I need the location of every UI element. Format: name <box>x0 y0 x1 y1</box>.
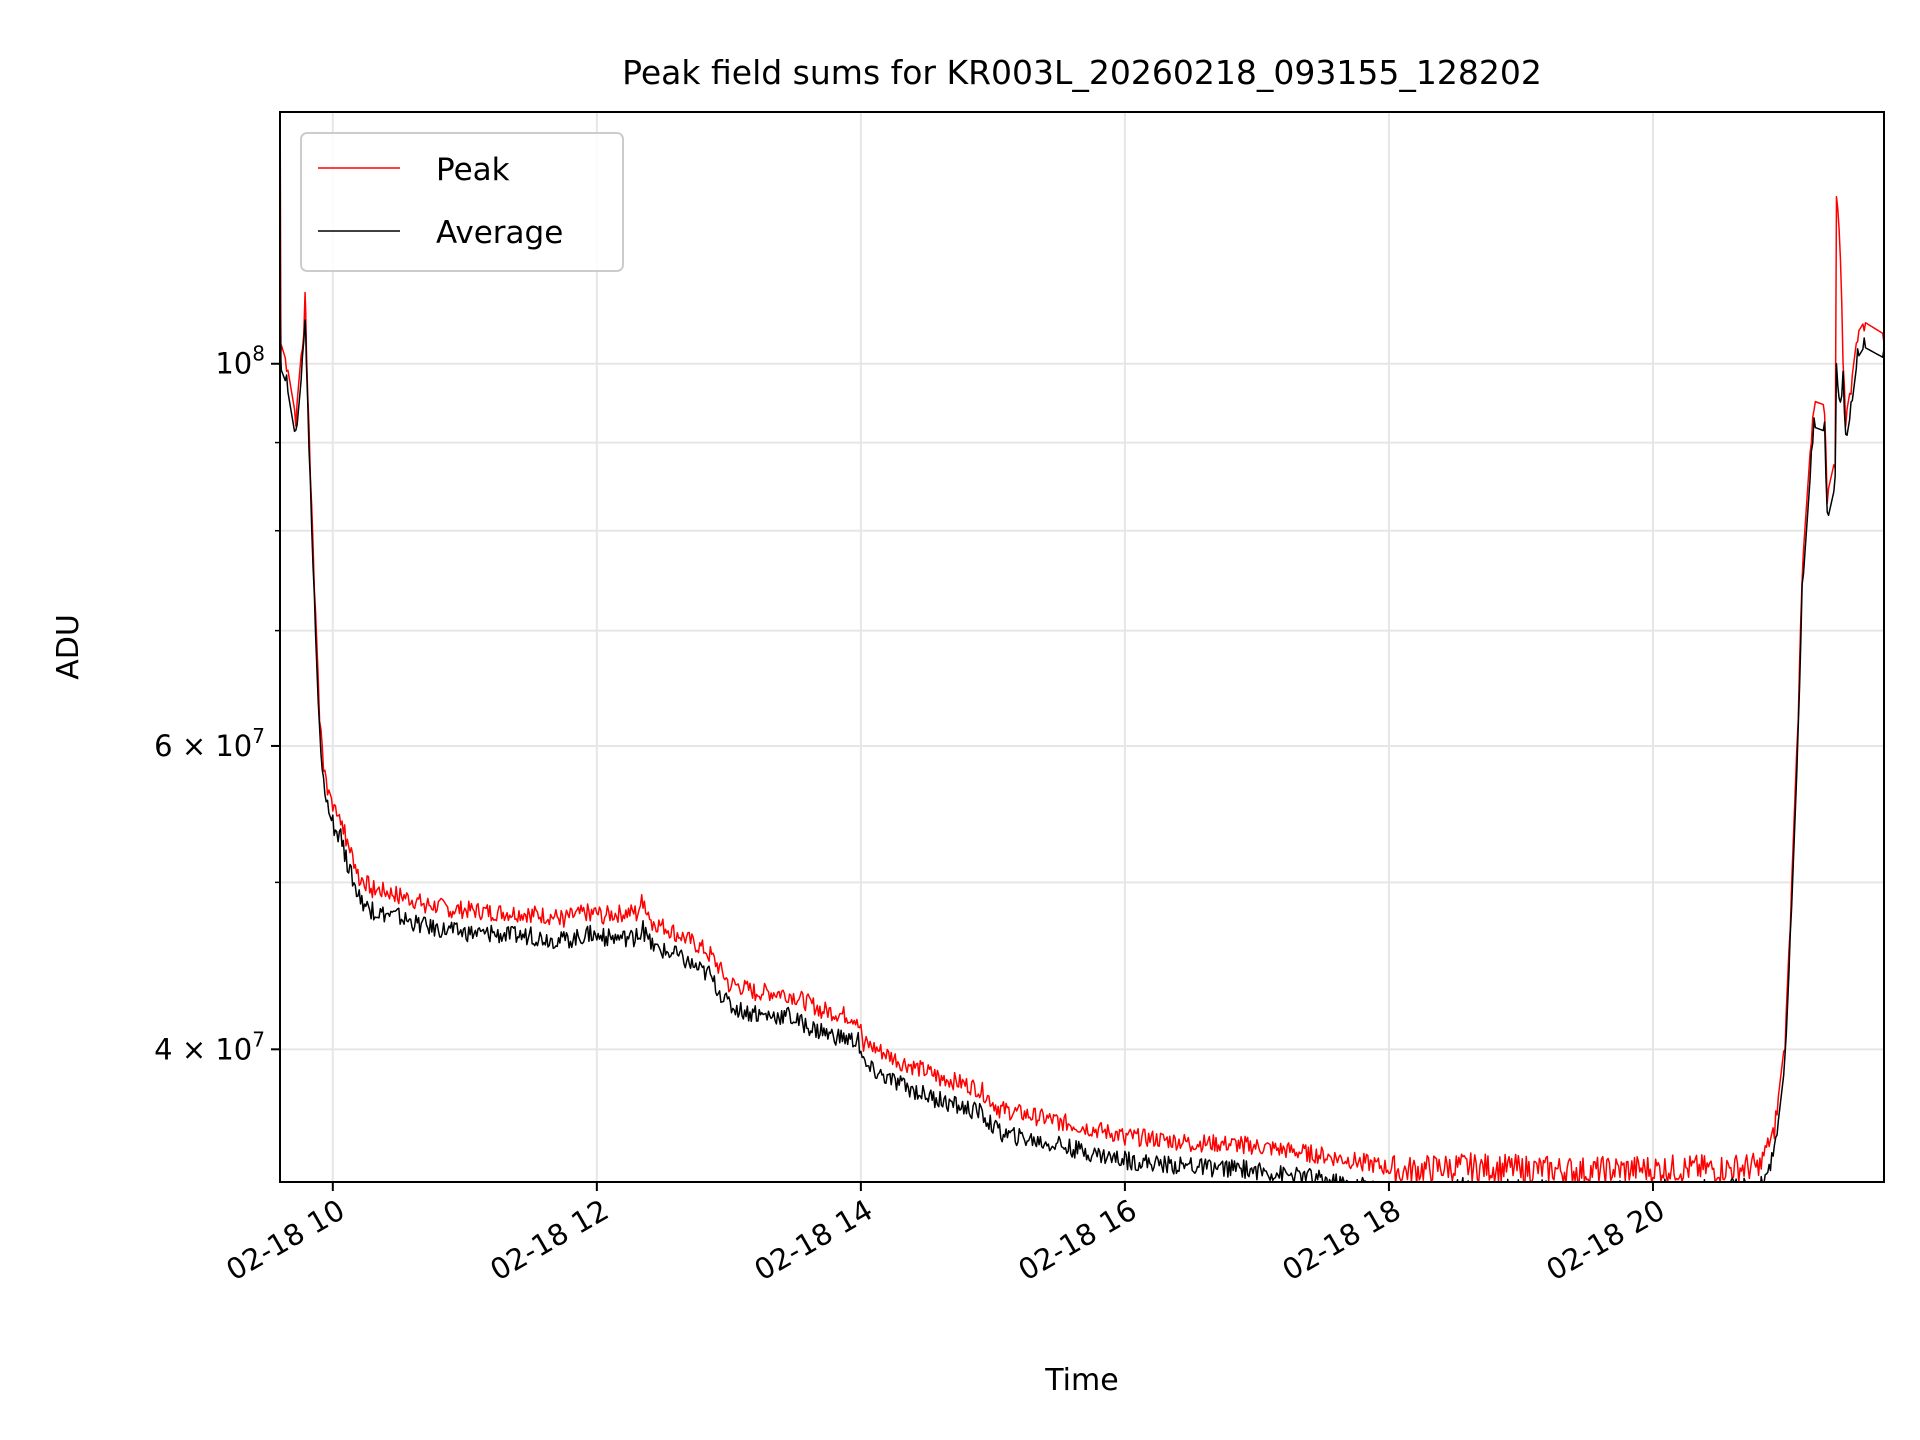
legend: Peak Average <box>300 132 624 272</box>
grid <box>280 112 1884 1182</box>
chart-title: Peak field sums for KR003L_20260218_0931… <box>622 53 1542 92</box>
legend-peak-label: Peak <box>436 152 510 188</box>
x-axis-label: Time <box>1044 1363 1118 1398</box>
y-tick-label: 108 <box>215 342 265 381</box>
series-layer <box>280 112 1884 1182</box>
series-line-average <box>280 305 1884 1182</box>
y-axis-label: ADU <box>51 614 86 680</box>
y-tick-label: 4 × 107 <box>154 1027 265 1066</box>
plot-frame <box>279 111 1885 1183</box>
series-line-peak <box>280 112 1884 1182</box>
y-tick-label: 6 × 107 <box>154 724 265 763</box>
legend-average-label: Average <box>436 215 563 251</box>
y-axis: 108 6 × 107 4 × 107 <box>154 342 280 1066</box>
